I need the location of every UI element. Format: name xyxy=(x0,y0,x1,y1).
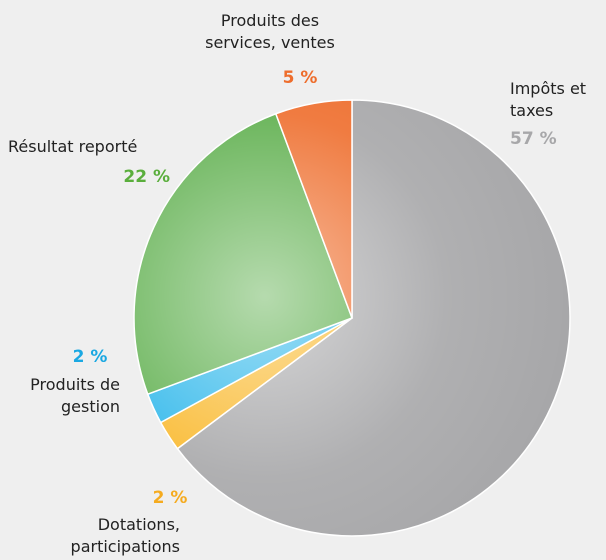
value-label: 57 % xyxy=(510,129,557,149)
value-label: 2 % xyxy=(152,488,188,508)
slice-label: Impôts et taxes xyxy=(510,79,587,120)
slice-label: Produits de gestion xyxy=(30,375,120,416)
slice-label: Résultat reporté xyxy=(8,137,138,156)
slice-label: Produits des services, ventes xyxy=(205,11,335,52)
value-label: 5 % xyxy=(282,68,318,88)
slice-label: Dotations, participations xyxy=(70,515,180,556)
value-label: 22 % xyxy=(123,167,170,187)
value-label: 2 % xyxy=(72,347,108,367)
